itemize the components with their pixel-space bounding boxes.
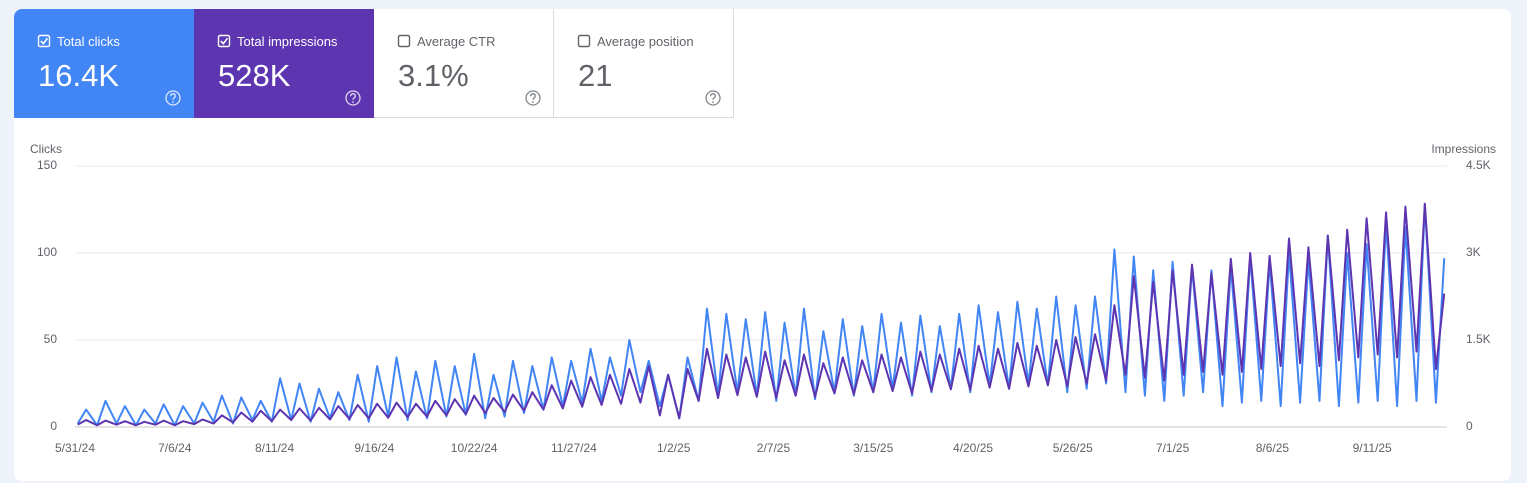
- checkmark: [40, 37, 49, 45]
- checkbox[interactable]: [397, 34, 411, 48]
- y2-tick-label: 4.5K: [1466, 158, 1491, 172]
- tile-icons: [577, 34, 721, 106]
- x-tick-label: 5/26/25: [1053, 441, 1093, 455]
- y-axis-title: Clicks: [30, 142, 62, 156]
- x-tick-label: 7/1/25: [1156, 441, 1190, 455]
- x-tick-label: 3/15/25: [853, 441, 893, 455]
- metric-label: Average position: [597, 34, 694, 49]
- help-icon[interactable]: [165, 90, 181, 106]
- metric-tile[interactable]: Average CTR 3.1%: [374, 9, 554, 118]
- x-tick-label: 9/16/24: [354, 441, 394, 455]
- help-dot: [352, 101, 354, 103]
- tile-icons: [397, 34, 541, 106]
- y2-tick-label: 0: [1466, 419, 1473, 433]
- x-tick-label: 8/11/24: [255, 441, 294, 455]
- metric-value: 21: [578, 58, 613, 93]
- metric-label: Average CTR: [417, 34, 496, 49]
- checkbox[interactable]: [577, 34, 591, 48]
- help-mark: [349, 93, 356, 100]
- y-tick-label: 50: [44, 332, 58, 346]
- x-tick-label: 11/27/24: [551, 441, 597, 455]
- help-icon[interactable]: [705, 90, 721, 106]
- x-tick-label: 9/11/25: [1353, 441, 1392, 455]
- help-dot: [172, 101, 174, 103]
- metric-value: 528K: [218, 58, 291, 93]
- metric-value: 3.1%: [398, 58, 469, 93]
- y2-tick-label: 3K: [1466, 245, 1481, 259]
- help-mark: [709, 93, 716, 100]
- x-tick-label: 5/31/24: [55, 441, 95, 455]
- y2-tick-label: 1.5K: [1466, 332, 1491, 346]
- series-line: [77, 202, 1446, 427]
- performance-card: Clicks Impressions 0 50 100 150 0 1.5K 3K 4.5K 5…: [14, 9, 1511, 481]
- metric-tile[interactable]: Average position 21: [554, 9, 734, 118]
- x-tick-label: 4/20/25: [953, 441, 993, 455]
- y-tick-label: 150: [37, 158, 57, 172]
- help-mark: [169, 93, 176, 100]
- help-icon[interactable]: [345, 90, 361, 106]
- x-tick-label: 2/7/25: [757, 441, 791, 455]
- metric-tiles: Total clicks 16.4K Total impressions 528K Av…: [14, 9, 734, 118]
- help-dot: [712, 101, 714, 103]
- x-tick-label: 1/2/25: [657, 441, 691, 455]
- checkbox[interactable]: [37, 34, 51, 48]
- help-icon[interactable]: [525, 90, 541, 106]
- x-tick-label: 10/22/24: [451, 441, 498, 455]
- checkbox[interactable]: [217, 34, 231, 48]
- metric-value: 16.4K: [38, 58, 120, 93]
- tile-icons: [37, 34, 181, 106]
- x-tick-label: 8/6/25: [1256, 441, 1290, 455]
- metric-tile[interactable]: Total clicks 16.4K: [14, 9, 194, 118]
- y-tick-label: 0: [50, 419, 57, 433]
- help-dot: [532, 101, 534, 103]
- y-tick-label: 100: [37, 245, 57, 259]
- series-line: [76, 203, 1446, 427]
- x-tick-label: 7/6/24: [158, 441, 192, 455]
- y2-axis-title: Impressions: [1431, 142, 1496, 156]
- metric-label: Total clicks: [57, 34, 120, 49]
- chart: Clicks Impressions 0 50 100 150 0 1.5K 3K 4.5K 5…: [30, 142, 1496, 455]
- metric-tile[interactable]: Total impressions 528K: [194, 9, 374, 118]
- metric-label: Total impressions: [237, 34, 338, 49]
- checkmark: [220, 37, 229, 45]
- help-mark: [529, 93, 536, 100]
- tile-icons: [217, 34, 361, 106]
